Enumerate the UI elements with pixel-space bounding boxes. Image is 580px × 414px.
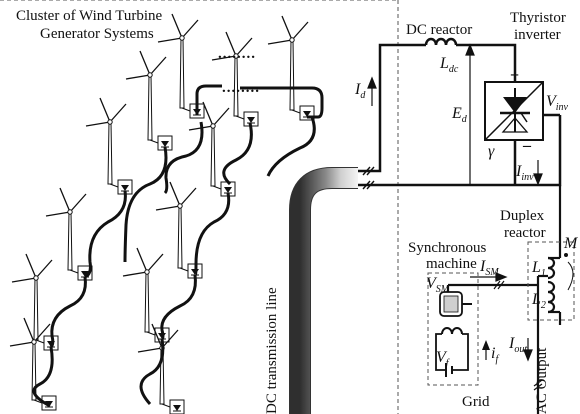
duplex-label-line2: reactor: [504, 225, 546, 241]
vsm-symbol: VSM: [426, 275, 450, 296]
duplex-label-line1: Duplex: [500, 208, 545, 224]
turbine-converter-box: [149, 135, 173, 151]
wind-turbine: [125, 50, 173, 151]
synchronous-label-line2: machine: [426, 256, 477, 272]
turbine-converter-box: [35, 335, 59, 351]
turbine-ellipsis-top: ........: [218, 46, 256, 62]
id-arrow: [367, 76, 377, 106]
turbine-converter-box: [181, 103, 205, 119]
iout-symbol: Iout: [509, 335, 528, 356]
wind-turbine: [211, 31, 259, 127]
turbine-ellipsis-mid: ........: [222, 80, 260, 96]
cluster-title-line1: Cluster of Wind Turbine: [16, 8, 163, 24]
cluster-title-line2: Generator Systems: [40, 26, 154, 42]
wind-turbine: [85, 97, 133, 195]
id-symbol: Id: [355, 81, 366, 102]
ism-arrow: [470, 272, 508, 282]
l1-symbol: L1: [532, 259, 546, 280]
string-cable: [32, 346, 54, 408]
dc-transmission-cable: [289, 167, 358, 414]
synchronous-label-line1: Synchronous: [408, 240, 487, 256]
turbine-converter-box: [179, 263, 203, 279]
ed-arrow: [465, 43, 475, 185]
gamma-symbol: γ: [488, 143, 495, 160]
string-cable: [266, 116, 316, 177]
if-symbol: if: [491, 345, 499, 366]
ldc-symbol: Ldc: [440, 55, 459, 76]
thyristor-label-line1: Thyristor: [510, 10, 566, 26]
iinv-arrow: [533, 160, 543, 186]
vinv-symbol: Vinv: [546, 93, 568, 114]
thyristor-inverter-block: [484, 81, 544, 141]
string-cable: [160, 274, 197, 341]
string-cable: [139, 338, 165, 406]
dc-reactor-coil: [424, 37, 458, 46]
m-symbol: M: [564, 235, 578, 252]
collector-strings: [32, 84, 324, 408]
vf-symbol: Vf: [436, 349, 449, 370]
turbine-converter-box: [235, 111, 259, 127]
ac-break-marks: [493, 280, 543, 391]
plus-sign: +: [510, 67, 520, 84]
string-cable: [84, 190, 127, 279]
string-cable: [240, 86, 324, 119]
turbine-converter-box: [33, 395, 57, 411]
string-cable: [123, 146, 168, 263]
wind-turbine: [267, 15, 315, 121]
string-cable: [222, 122, 253, 186]
dc-transmission-line-label: DC transmission line: [264, 287, 280, 414]
string-cable: [195, 84, 222, 115]
ed-symbol: Ed: [452, 105, 467, 126]
l2-symbol: L2: [532, 291, 546, 312]
string-cable: [49, 276, 87, 349]
duplex-reactor: [527, 241, 575, 325]
wind-turbine: [45, 187, 93, 281]
string-cable: [163, 121, 204, 195]
ism-symbol: ISM: [480, 258, 499, 279]
string-cable: [193, 192, 231, 277]
turbine-converter-box: [212, 181, 236, 197]
wind-turbine: [9, 317, 57, 411]
ac-output-label: AC Output: [534, 347, 550, 414]
thyristor-label-line2: inverter: [514, 27, 561, 43]
iout-arrow: [523, 338, 533, 362]
dc-reactor-label: DC reactor: [406, 22, 473, 38]
minus-sign: –: [523, 137, 531, 154]
turbine-converter-box: [161, 399, 185, 414]
iinv-symbol: Iinv: [516, 163, 534, 184]
cluster-boundary: [0, 0, 399, 414]
wind-turbine: [188, 101, 236, 197]
cable-break-marks: [362, 166, 375, 190]
turbine-converter-box: [109, 179, 133, 195]
ac-circuit: [446, 185, 562, 414]
grid-label: Grid: [462, 394, 490, 410]
wind-turbine-array: [9, 13, 315, 414]
synchronous-machine: [427, 272, 490, 386]
